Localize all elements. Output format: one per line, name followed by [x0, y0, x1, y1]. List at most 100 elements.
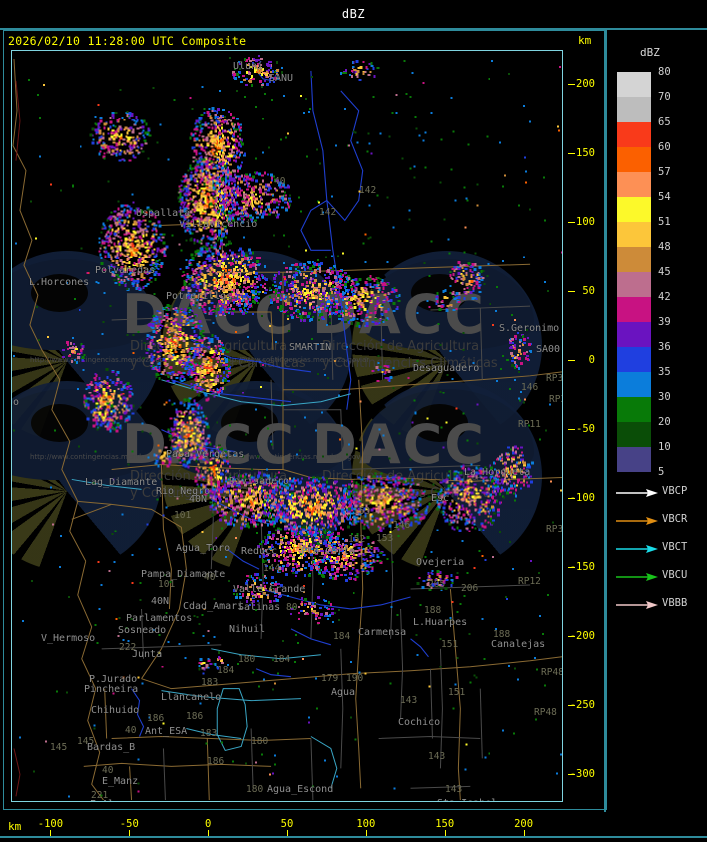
legend-panel: dBZ 80 70 65 60 57 54 51 48 45 42 39 36 35 30 20 10 5 VB…	[612, 30, 707, 810]
place-label: Carmensa	[358, 627, 407, 638]
road-label: 40	[125, 725, 137, 736]
y-axis-unit-label: km	[578, 34, 592, 47]
road-label: 184	[333, 631, 351, 642]
colorbar-segment	[617, 197, 651, 222]
y-axis-tick-mark	[568, 84, 575, 86]
velocity-arrow-icon	[616, 517, 658, 525]
colorbar-tick-label: 30	[658, 391, 671, 403]
y-axis-tick-label: -50	[576, 423, 595, 436]
place-label: 40N	[151, 596, 170, 607]
road-label: 152	[348, 534, 366, 545]
road-label: 146	[393, 520, 411, 531]
road-label: RP12	[518, 576, 541, 587]
road-label: 143	[445, 784, 463, 795]
road-label: RP3	[546, 373, 562, 384]
place-label: Agua_Toro	[176, 543, 231, 554]
y-axis-tick-label: 50	[582, 285, 595, 298]
x-axis-tick-mark	[444, 830, 446, 837]
road-label: 188	[493, 629, 511, 640]
road-label: 206	[461, 583, 479, 594]
arrow-legend-row: VBCT	[614, 538, 706, 560]
road-label: 40	[274, 176, 286, 187]
road-label: RP11	[518, 419, 541, 430]
x-axis-tick-label: 50	[280, 818, 294, 830]
road-label: 145	[77, 736, 95, 747]
velocity-arrow-icon	[616, 545, 658, 553]
colorbar-tick-label: 20	[658, 416, 671, 428]
colorbar-segment	[617, 147, 651, 172]
colorbar-tick-label: 45	[658, 266, 671, 278]
colorbar-tick-label: 70	[658, 91, 671, 103]
colorbar-tick-label: 54	[658, 191, 671, 203]
colorbar-segment	[617, 297, 651, 322]
radar-map-canvas[interactable]: DACC DACC DACC DACC Dirección de Agricul…	[11, 50, 563, 802]
timestamp-label: 2026/02/10 11:28:00 UTC Composite	[8, 34, 247, 48]
x-axis-tick-mark	[208, 830, 210, 837]
place-label: Pincheira	[84, 684, 139, 695]
place-label: 40N	[189, 494, 208, 505]
road-label: RP3	[546, 524, 562, 535]
place-label: Canalejas	[491, 639, 546, 650]
road-label: 145	[50, 742, 68, 753]
road-label: 142	[319, 207, 337, 218]
place-label: Uluni	[233, 61, 264, 72]
right-rail	[604, 30, 606, 812]
x-axis-tick-mark	[523, 830, 525, 837]
x-axis-tick-label: -50	[119, 818, 139, 830]
y-axis-tick-mark	[568, 153, 575, 155]
colorbar[interactable]	[617, 72, 651, 472]
colorbar-tick-label: 60	[658, 141, 671, 153]
road-label: 205	[428, 579, 446, 590]
arrow-legend-label: VBCR	[662, 513, 688, 525]
road-label: 40	[102, 765, 114, 776]
y-axis-tick-mark	[568, 774, 575, 776]
y-axis-tick-label: -250	[569, 699, 595, 712]
place-label: SMARTIN	[289, 342, 332, 353]
place-label: Salinas	[238, 602, 281, 613]
place-label: P.Jurado	[89, 674, 138, 685]
radar-echo-layer	[12, 54, 562, 798]
place-label: Pta_Corta	[301, 546, 356, 557]
y-axis-tick-mark	[568, 498, 575, 500]
road-label: 179	[321, 673, 339, 684]
place-label: SA00	[536, 344, 561, 355]
place-label: Lag_Diamante	[85, 477, 158, 488]
colorbar-tick-label: 5	[658, 466, 665, 478]
place-label: E_Manz	[102, 776, 139, 787]
road-label: 101	[174, 510, 192, 521]
x-axis-tick-label: -100	[37, 818, 64, 830]
y-axis-tick-label: 100	[576, 216, 595, 229]
road-label: RP48	[534, 707, 557, 718]
bottom-rail	[0, 836, 707, 838]
road-label: 40	[204, 572, 216, 583]
velocity-arrow-icon	[616, 489, 658, 497]
place-label: Polvaredas	[95, 265, 156, 276]
arrow-legend-row: VBCU	[614, 566, 706, 588]
place-label: Pasa_Vergetas	[166, 449, 245, 460]
x-axis-tick-mark	[287, 830, 288, 837]
y-axis-tick-label: -150	[569, 561, 595, 574]
place-label: Desaguadero	[413, 363, 480, 374]
place-label: Pampa_Diamante	[141, 569, 226, 580]
place-label: Ant_ESA	[145, 726, 188, 737]
colorbar-segment	[617, 347, 651, 372]
place-label: Uspallata	[136, 208, 191, 219]
colorbar-title: dBZ	[640, 46, 660, 59]
road-label: RP48	[541, 667, 562, 678]
place-label: ago	[12, 397, 20, 408]
y-axis-tick-label: 150	[576, 147, 595, 160]
place-label: Bardas_B	[87, 742, 136, 753]
place-label: Nihuil	[229, 624, 266, 635]
place-label: S.Geronimo	[499, 323, 560, 334]
road-label: 151	[448, 687, 466, 698]
road-label: 143	[428, 751, 446, 762]
y-axis-tick-label: -100	[569, 492, 595, 505]
velocity-arrow-icon	[616, 601, 658, 609]
y-axis-tick-mark	[568, 429, 575, 431]
road-label: 142	[359, 185, 377, 196]
place-label: Cochico	[398, 717, 441, 728]
road-label: 180	[238, 654, 256, 665]
colorbar-segment	[617, 97, 651, 122]
place-label: Reducc	[241, 546, 278, 557]
colorbar-segment	[617, 372, 651, 397]
